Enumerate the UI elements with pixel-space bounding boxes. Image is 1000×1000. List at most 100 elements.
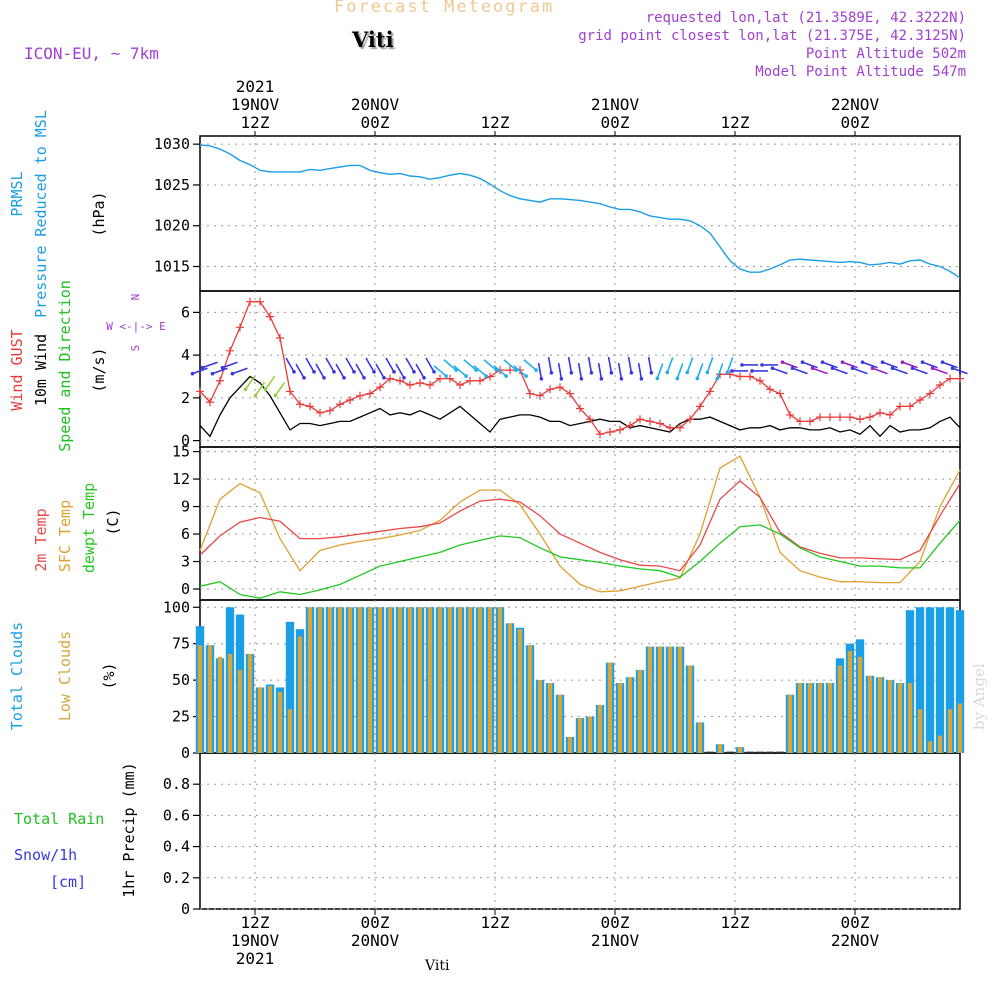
gust-point-marker: [666, 423, 674, 432]
gust-point-marker: [726, 370, 734, 379]
precipitation-ytick-label: 0.2: [163, 869, 190, 887]
low-clouds-bar: [487, 607, 493, 753]
wind-arrow-head: [210, 371, 215, 376]
low-clouds-bar: [427, 607, 433, 753]
low-clouds-bar: [347, 607, 353, 753]
clouds-ytick-label: 100: [163, 598, 190, 616]
wind-direction-arrow: [802, 361, 818, 369]
wind-direction-arrow: [523, 359, 537, 371]
wind-direction-arrow: [325, 357, 335, 373]
precipitation-ytick-label: 0: [181, 900, 190, 918]
gust-point-marker: [336, 400, 344, 409]
clouds-unit-label: (%): [100, 662, 118, 689]
gust-point-marker: [896, 402, 904, 411]
wind-direction-arrow: [264, 375, 276, 390]
wind-direction-arrow: [656, 363, 664, 379]
low-clouds-bar: [797, 683, 803, 753]
gust-point-marker: [846, 413, 854, 422]
low-clouds-bar: [827, 683, 833, 753]
wind-arrow-head: [695, 376, 700, 381]
total-rain-label: Total Rain: [14, 810, 104, 828]
temp2m-line: [199, 480, 961, 572]
wind-direction-arrow: [942, 361, 958, 369]
wind-direction-arrow: [812, 367, 828, 375]
wind-direction-arrow: [425, 357, 435, 373]
wind-direction-arrow: [607, 356, 613, 373]
wind-direction-arrow: [852, 367, 868, 375]
gust-point-marker: [406, 381, 414, 390]
wind-arrow-head: [362, 376, 366, 380]
low-clouds-bar: [297, 636, 303, 753]
temperature-ytick-label: 6: [181, 525, 190, 543]
wind-arrow-head: [332, 370, 336, 374]
top-time-label: 12Z: [241, 113, 270, 132]
low-clouds-bar: [247, 653, 253, 753]
wind-direction-arrow: [696, 363, 704, 379]
wind-direction-arrow: [274, 381, 286, 396]
low-clouds-bar: [477, 607, 483, 753]
low-clouds-bar: [237, 669, 243, 753]
low-clouds-bar: [577, 718, 583, 753]
wind-arrow-head: [392, 370, 396, 374]
location-title: Viti: [352, 27, 394, 52]
wind-ytick-label: 2: [181, 389, 190, 407]
gust-point-marker: [656, 419, 664, 428]
wind-arrow-head: [770, 366, 775, 370]
low-clouds-bar: [807, 683, 813, 753]
low-clouds-bar: [397, 607, 403, 753]
low-clouds-bar: [327, 607, 333, 753]
pressure-panel-frame: [199, 135, 961, 292]
wind-direction-arrow: [365, 357, 375, 373]
total-clouds-label: Total Clouds: [8, 622, 26, 730]
wind-direction-arrow: [782, 361, 798, 369]
wind-arrow-head: [352, 370, 356, 374]
low-clouds-bar: [907, 683, 913, 753]
wind-arrow-head: [422, 376, 426, 380]
wind-arrow-head: [810, 366, 815, 370]
gust-point-marker: [806, 417, 814, 426]
low-clouds-bar: [437, 607, 443, 753]
low-clouds-bar: [697, 722, 703, 753]
gust-point-marker: [776, 389, 784, 398]
low-clouds-bar: [567, 736, 573, 753]
temperature-ytick-label: 15: [172, 443, 190, 461]
wind-arrow-head: [372, 370, 376, 374]
gust-point-marker: [446, 374, 454, 383]
gust-point-marker: [876, 408, 884, 417]
low-clouds-bar: [447, 607, 453, 753]
wind-direction-arrow: [254, 381, 266, 396]
low-clouds-bar: [847, 651, 853, 753]
clouds-ytick-label: 75: [172, 635, 190, 653]
wind-arrow-head: [609, 371, 614, 375]
low-clouds-bar: [317, 607, 323, 753]
low-clouds-bar: [307, 607, 313, 753]
sfc-temp-line: [199, 455, 961, 593]
model-altitude: Model Point Altitude 547m: [755, 64, 966, 80]
precipitation-ytick-label: 0.4: [163, 838, 190, 856]
wind-arrow-head: [273, 393, 278, 398]
wind-arrow-head: [589, 371, 594, 375]
gust-point-marker: [466, 376, 474, 385]
wind-arrow-head: [760, 363, 764, 367]
wind-direction-arrow: [922, 361, 938, 369]
wind10m-series-label: 10m Wind: [32, 334, 50, 406]
gust-series-label: Wind GUST: [8, 329, 26, 410]
top-time-label: 21NOV: [591, 95, 640, 114]
wind-direction-arrow: [463, 359, 477, 371]
wind-arrow-head: [655, 376, 660, 381]
bottom-time-label: 2021: [236, 949, 275, 968]
wind-direction-arrow: [627, 356, 633, 373]
bottom-time-label: 20NOV: [351, 931, 400, 950]
gust-point-marker: [306, 402, 314, 411]
footer-location: Viti: [425, 958, 450, 974]
top-time-label: 12Z: [481, 113, 510, 132]
low-clouds-bar: [597, 704, 603, 753]
gust-point-marker: [436, 374, 444, 383]
wind-direction-arrow: [335, 363, 345, 379]
gust-point-marker: [586, 415, 594, 424]
wind-direction-arrow: [385, 357, 395, 373]
gust-point-marker: [676, 423, 684, 432]
wind-arrow-head: [382, 376, 386, 380]
gust-point-marker: [746, 372, 754, 381]
wind-arrow-head: [649, 371, 654, 375]
